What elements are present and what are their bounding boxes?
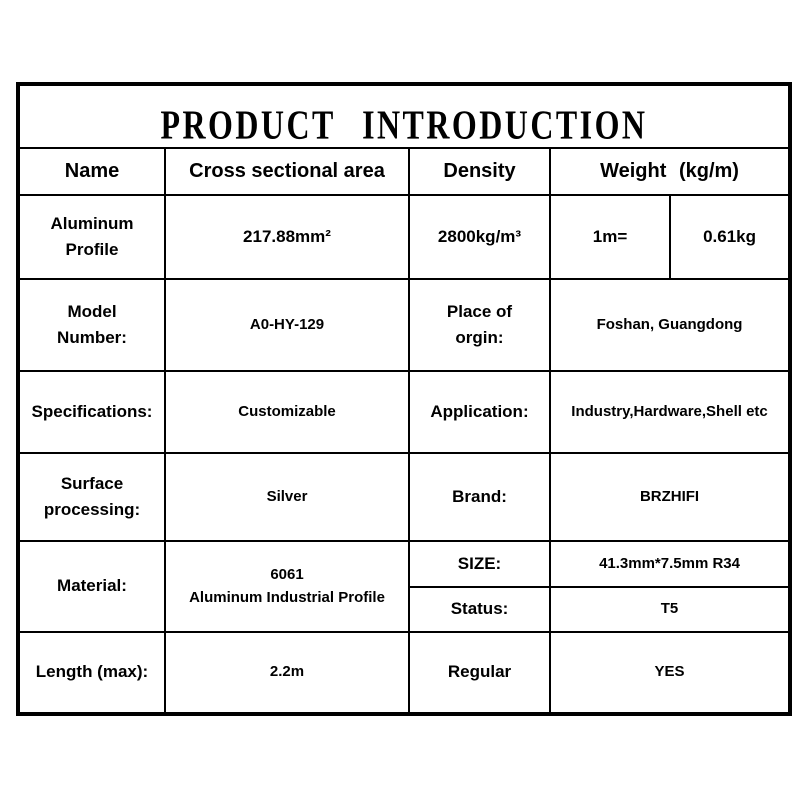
model-number-label: Model Number: [17, 278, 166, 372]
specifications-value: Customizable [164, 370, 410, 454]
material-value: 6061 Aluminum Industrial Profile [164, 540, 410, 633]
weight-value: 0.61kg [668, 194, 792, 280]
aluminum-profile-label: Aluminum Profile [17, 194, 166, 280]
header-weight: Weight (kg/m) [548, 147, 792, 196]
status-value: T5 [548, 586, 792, 633]
header-name: Name [17, 147, 166, 196]
header-cross-sectional-area: Cross sectional area [164, 147, 410, 196]
header-row: Name Cross sectional area Density Weight… [17, 147, 792, 196]
title-row: PRODUCT INTRODUCTION [16, 83, 792, 149]
status-label: Status: [408, 586, 551, 633]
row-surface-processing: Surface processing: Silver Brand: BRZHIF… [17, 452, 792, 542]
application-label: Application: [408, 370, 551, 454]
page-title: PRODUCT INTRODUCTION [160, 102, 648, 148]
row-material-size: Material: 6061 Aluminum Industrial Profi… [17, 540, 792, 633]
specifications-label: Specifications: [17, 370, 166, 454]
size-value: 41.3mm*7.5mm R34 [548, 540, 792, 588]
material-label: Material: [17, 540, 166, 633]
row-status: Status: T5 [18, 586, 792, 633]
brand-label: Brand: [408, 452, 551, 542]
cross-sectional-area-value: 217.88mm² [164, 194, 410, 280]
surface-processing-label: Surface processing: [17, 452, 166, 542]
product-spec-table: PRODUCT INTRODUCTION Name Cross sectiona… [16, 82, 793, 716]
row-model-number: Model Number: A0-HY-129 Place of orgin: … [17, 278, 792, 372]
place-of-origin-label: Place of orgin: [408, 278, 551, 372]
row-aluminum-profile: Aluminum Profile 217.88mm² 2800kg/m³ 1m=… [17, 194, 792, 280]
brand-value: BRZHIFI [548, 452, 792, 542]
length-max-value: 2.2m [164, 631, 410, 715]
density-value: 2800kg/m³ [408, 194, 551, 280]
length-max-label: Length (max): [17, 631, 166, 715]
application-value: Industry,Hardware,Shell etc [548, 370, 792, 454]
place-of-origin-value: Foshan, Guangdong [548, 278, 792, 372]
regular-label: Regular [408, 631, 551, 715]
row-length-max: Length (max): 2.2m Regular YES [17, 631, 792, 715]
model-number-value: A0-HY-129 [164, 278, 410, 372]
title-cell: PRODUCT INTRODUCTION [16, 83, 792, 149]
row-specifications: Specifications: Customizable Application… [17, 370, 792, 454]
size-label: SIZE: [408, 540, 551, 588]
weight-basis-value: 1m= [549, 194, 671, 280]
header-density: Density [408, 147, 551, 196]
regular-value: YES [548, 631, 792, 715]
surface-processing-value: Silver [164, 452, 410, 542]
